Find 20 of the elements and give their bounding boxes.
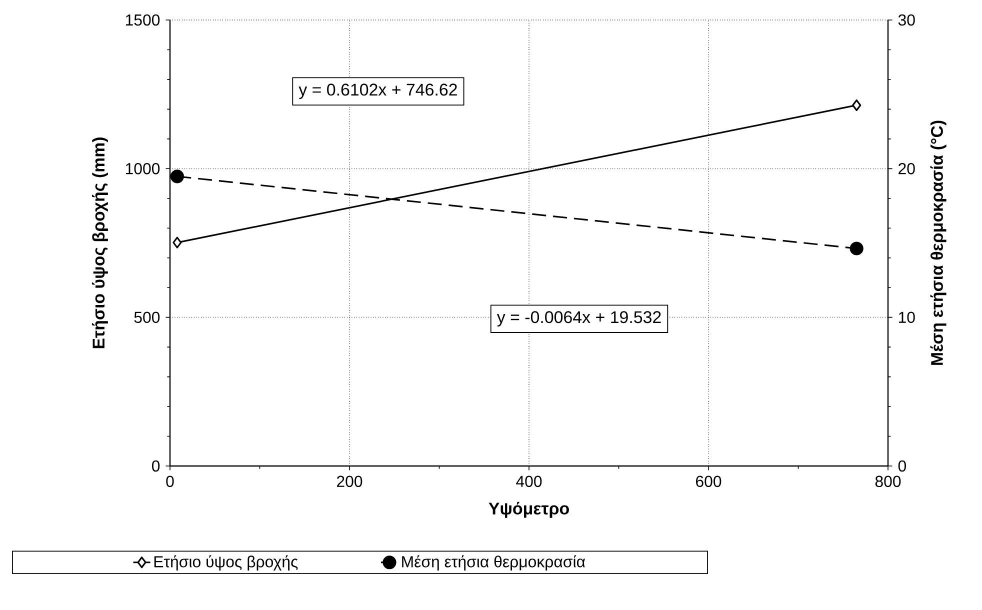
y-tick-label: 0 (152, 460, 160, 472)
x-tick-label: 0 (166, 476, 174, 488)
legend-label: Μέση ετήσια θερμοκρασία (402, 555, 586, 571)
y2-tick-label: 30 (898, 14, 915, 26)
y2-tick-label: 0 (898, 460, 906, 472)
annotation: y = 0.6102x + 746.62 (298, 84, 457, 100)
y-tick-label: 1500 (126, 14, 160, 26)
legend-label: Ετήσιο ύψος βροχής (154, 555, 298, 571)
y-tick-label: 500 (134, 312, 160, 323)
x-axis-title: Υψόμετρο (488, 502, 569, 518)
x-tick-label: 200 (337, 476, 362, 488)
y2-axis-title: Μέση ετήσια θερμοκρασία (°C) (930, 120, 946, 365)
y2-tick-label: 20 (898, 163, 915, 174)
y-axis-title: Ετήσιο ύψος βροχής (mm) (92, 138, 108, 348)
x-tick-label: 400 (516, 476, 542, 488)
annotation: y = -0.0064x + 19.532 (496, 311, 661, 326)
y2-tick-label: 10 (898, 312, 915, 323)
y-tick-label: 1000 (126, 163, 160, 174)
x-tick-label: 800 (875, 476, 901, 488)
x-tick-label: 600 (696, 476, 722, 488)
